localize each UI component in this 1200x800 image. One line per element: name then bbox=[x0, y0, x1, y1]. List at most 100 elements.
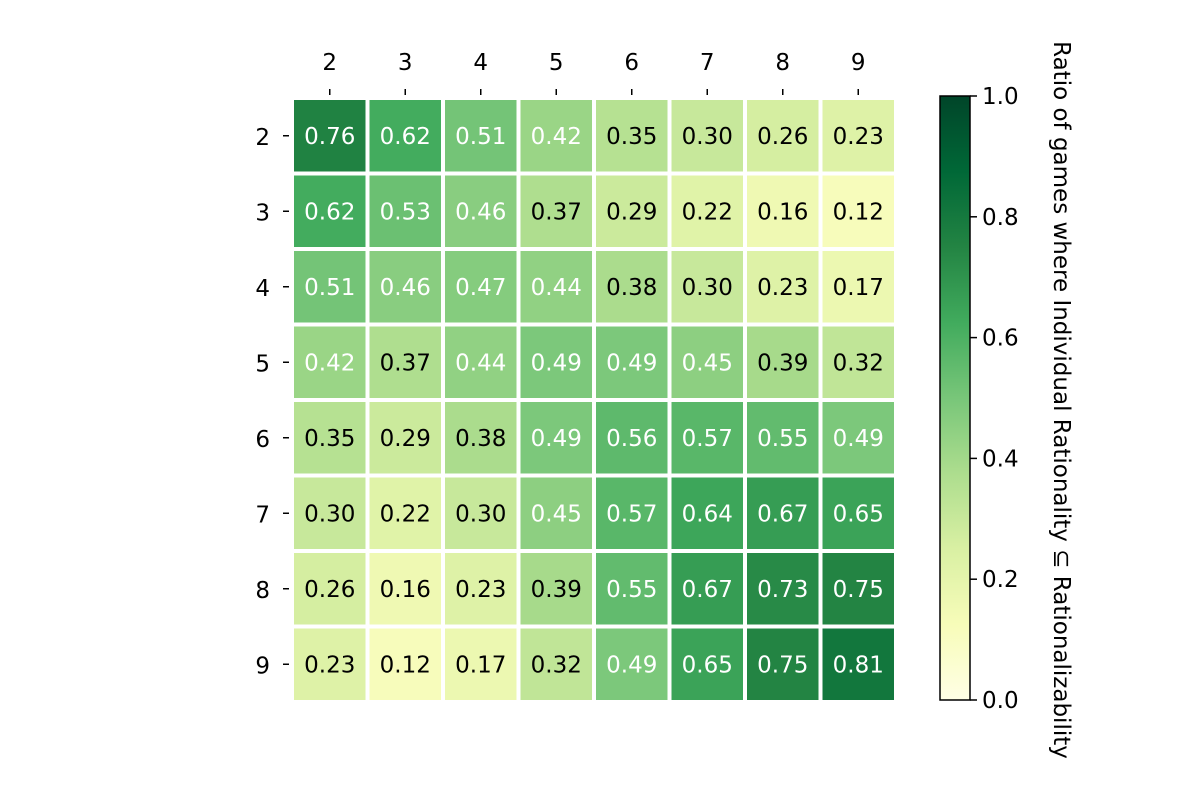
heatmap-cell-value: 0.30 bbox=[682, 124, 733, 150]
heatmap-cell-value: 0.76 bbox=[304, 124, 355, 150]
heatmap-cell bbox=[445, 251, 517, 323]
colorbar-label: Ratio of games where Individual Rational… bbox=[1048, 41, 1074, 759]
heatmap-cell-value: 0.22 bbox=[380, 501, 431, 527]
heatmap-cell-value: 0.65 bbox=[682, 652, 733, 678]
heatmap-cell bbox=[671, 553, 743, 625]
heatmap-cell bbox=[294, 553, 366, 625]
heatmap-cell-value: 0.44 bbox=[455, 350, 506, 376]
heatmap-cell bbox=[822, 402, 894, 474]
heatmap-cell-value: 0.17 bbox=[833, 275, 884, 301]
y-tick-label: 3 bbox=[255, 200, 270, 226]
heatmap-cell bbox=[520, 326, 592, 398]
heatmap-cell-value: 0.12 bbox=[380, 652, 431, 678]
heatmap-cell bbox=[596, 477, 668, 549]
heatmap-cell-value: 0.12 bbox=[833, 199, 884, 225]
heatmap-cell-value: 0.81 bbox=[833, 652, 884, 678]
heatmap-cell-value: 0.23 bbox=[455, 577, 506, 603]
heatmap-cell bbox=[747, 326, 819, 398]
heatmap-cell bbox=[520, 251, 592, 323]
heatmap-cell-value: 0.67 bbox=[682, 577, 733, 603]
heatmap-cell bbox=[671, 477, 743, 549]
heatmap-cell-value: 0.30 bbox=[455, 501, 506, 527]
x-tick-label: 4 bbox=[473, 50, 488, 76]
heatmap-cell bbox=[445, 477, 517, 549]
heatmap-cell-value: 0.57 bbox=[606, 501, 657, 527]
heatmap-cell-value: 0.75 bbox=[833, 577, 884, 603]
heatmap-cell-value: 0.73 bbox=[757, 577, 808, 603]
heatmap-cell-value: 0.42 bbox=[531, 124, 582, 150]
heatmap-cell bbox=[294, 628, 366, 700]
heatmap-cell-value: 0.23 bbox=[833, 124, 884, 150]
heatmap-cell bbox=[520, 477, 592, 549]
heatmap-cell bbox=[747, 251, 819, 323]
heatmap-cell-value: 0.32 bbox=[531, 652, 582, 678]
heatmap-cell bbox=[822, 326, 894, 398]
heatmap-cell-value: 0.65 bbox=[833, 501, 884, 527]
heatmap-cell-value: 0.23 bbox=[304, 652, 355, 678]
heatmap-cell bbox=[747, 553, 819, 625]
colorbar-tick-label: 1.0 bbox=[982, 84, 1019, 110]
colorbar: 0.0 0.2 0.4 0.6 0.8 1.0 bbox=[939, 84, 1019, 714]
heatmap-cell-value: 0.62 bbox=[304, 199, 355, 225]
heatmap-cell bbox=[596, 553, 668, 625]
heatmap-cell bbox=[294, 326, 366, 398]
heatmap-cell-value: 0.26 bbox=[304, 577, 355, 603]
heatmap-cell bbox=[520, 628, 592, 700]
heatmap-cell bbox=[822, 251, 894, 323]
x-tick-label: 9 bbox=[851, 50, 866, 76]
heatmap-cells: 0.76 0.62 0.51 0.42 0.35 0.30 0.26 0.23 0.62 0.53… bbox=[294, 100, 894, 700]
heatmap-cell bbox=[369, 477, 441, 549]
heatmap-cell bbox=[445, 553, 517, 625]
heatmap-cell bbox=[445, 100, 517, 172]
heatmap-cell-value: 0.29 bbox=[606, 199, 657, 225]
heatmap-cell bbox=[369, 326, 441, 398]
heatmap-cell bbox=[671, 100, 743, 172]
heatmap-cell-value: 0.29 bbox=[380, 426, 431, 452]
heatmap-cell bbox=[294, 477, 366, 549]
heatmap-cell bbox=[294, 175, 366, 247]
heatmap-cell bbox=[520, 175, 592, 247]
y-tick-label: 9 bbox=[255, 653, 270, 679]
heatmap-cell-value: 0.45 bbox=[531, 501, 582, 527]
heatmap-cell bbox=[520, 402, 592, 474]
heatmap-cell bbox=[822, 477, 894, 549]
heatmap-cell-value: 0.56 bbox=[606, 426, 657, 452]
heatmap-cell bbox=[596, 402, 668, 474]
heatmap-cell-value: 0.49 bbox=[833, 426, 884, 452]
heatmap-cell bbox=[671, 326, 743, 398]
heatmap-cell-value: 0.45 bbox=[682, 350, 733, 376]
y-tick-label: 7 bbox=[255, 502, 270, 528]
heatmap-cell-value: 0.67 bbox=[757, 501, 808, 527]
heatmap-cell-value: 0.55 bbox=[606, 577, 657, 603]
x-tick-label: 2 bbox=[322, 50, 337, 76]
y-tick-label: 6 bbox=[255, 427, 270, 453]
heatmap-cell-value: 0.51 bbox=[455, 124, 506, 150]
heatmap-cell bbox=[822, 175, 894, 247]
heatmap-cell bbox=[747, 628, 819, 700]
heatmap-cell-value: 0.44 bbox=[531, 275, 582, 301]
heatmap-cell-value: 0.51 bbox=[304, 275, 355, 301]
x-tick-label: 6 bbox=[624, 50, 639, 76]
heatmap-cell bbox=[596, 251, 668, 323]
heatmap-cell-value: 0.17 bbox=[455, 652, 506, 678]
colorbar-tick-label: 0.2 bbox=[982, 567, 1019, 593]
heatmap-cell bbox=[747, 402, 819, 474]
heatmap-cell bbox=[671, 628, 743, 700]
colorbar-tick-label: 0.0 bbox=[982, 688, 1019, 714]
heatmap-cell bbox=[520, 553, 592, 625]
heatmap-cell bbox=[822, 628, 894, 700]
heatmap-cell bbox=[445, 326, 517, 398]
heatmap-cell bbox=[445, 175, 517, 247]
heatmap-cell-value: 0.62 bbox=[380, 124, 431, 150]
x-tick-label: 8 bbox=[775, 50, 790, 76]
heatmap-cell-value: 0.37 bbox=[531, 199, 582, 225]
heatmap-cell bbox=[747, 175, 819, 247]
heatmap-cell-value: 0.16 bbox=[380, 577, 431, 603]
colorbar-gradient-bar bbox=[939, 95, 971, 701]
heatmap-cell-value: 0.30 bbox=[682, 275, 733, 301]
heatmap-cell-value: 0.26 bbox=[757, 124, 808, 150]
heatmap-cell bbox=[369, 175, 441, 247]
heatmap-cell-value: 0.42 bbox=[304, 350, 355, 376]
heatmap-cell-value: 0.53 bbox=[380, 199, 431, 225]
